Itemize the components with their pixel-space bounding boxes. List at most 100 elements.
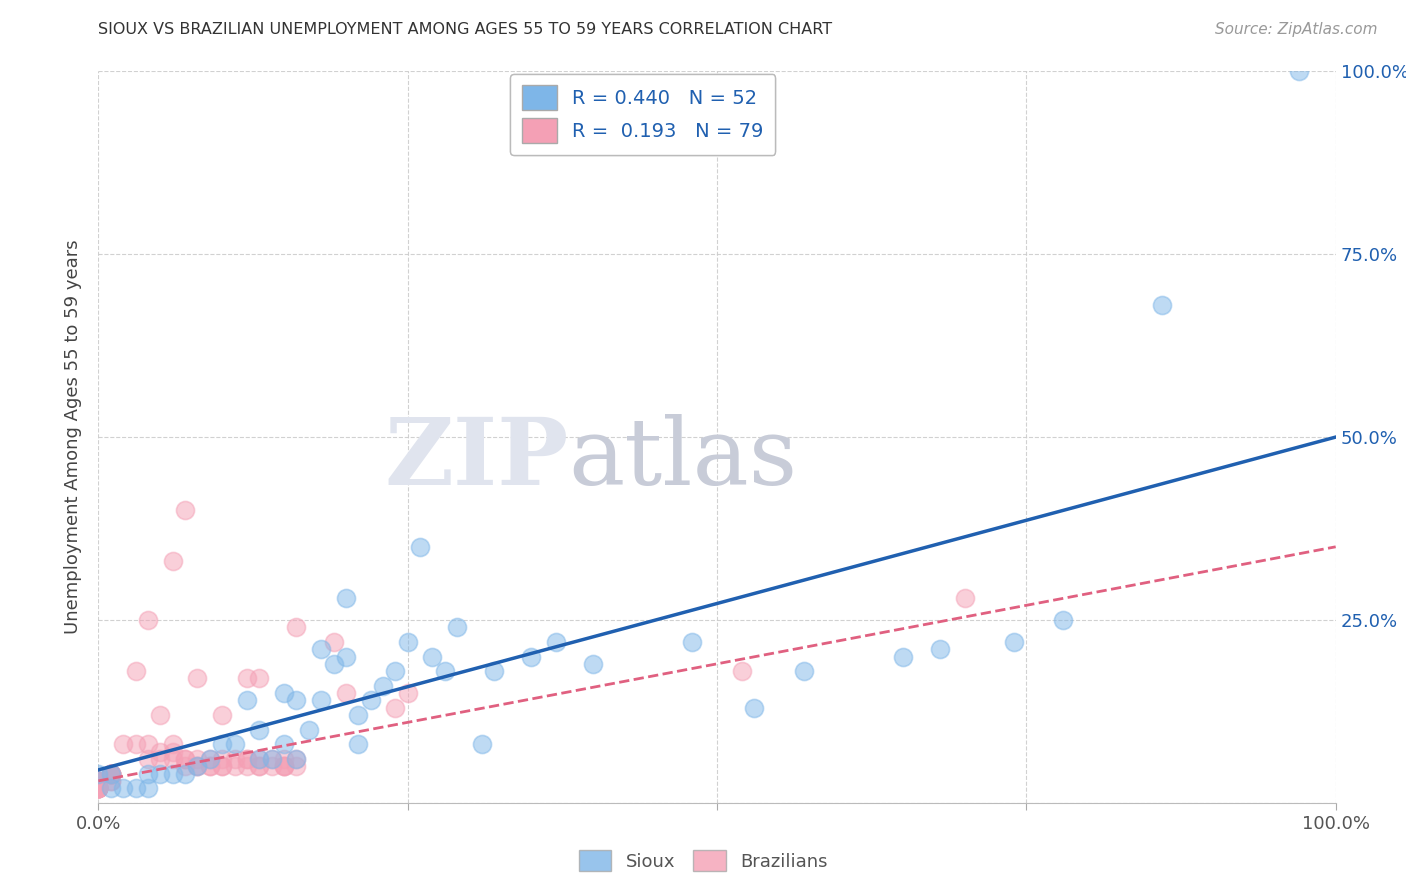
Point [247, 752, 270, 766]
Point [793, 664, 815, 678]
Point [285, 752, 308, 766]
Point [247, 759, 270, 773]
Point [236, 752, 259, 766]
Point [100, 766, 122, 780]
Point [335, 591, 357, 605]
Point [100, 766, 122, 780]
Point [384, 700, 406, 714]
Point [174, 766, 197, 780]
Text: atlas: atlas [568, 414, 797, 504]
Point [198, 752, 221, 766]
Point [124, 664, 146, 678]
Text: SIOUX VS BRAZILIAN UNEMPLOYMENT AMONG AGES 55 TO 59 YEARS CORRELATION CHART: SIOUX VS BRAZILIAN UNEMPLOYMENT AMONG AG… [98, 22, 832, 37]
Point [247, 672, 270, 686]
Point [347, 708, 370, 723]
Point [422, 649, 444, 664]
Legend: R = 0.440   N = 52, R =  0.193   N = 79: R = 0.440 N = 52, R = 0.193 N = 79 [510, 74, 776, 155]
Point [186, 672, 208, 686]
Point [198, 759, 221, 773]
Point [1002, 635, 1025, 649]
Point [149, 752, 172, 766]
Point [471, 737, 494, 751]
Point [273, 752, 295, 766]
Point [224, 737, 246, 751]
Point [112, 737, 135, 751]
Point [224, 752, 246, 766]
Legend: Sioux, Brazilians: Sioux, Brazilians [571, 843, 835, 879]
Point [100, 781, 122, 796]
Point [162, 752, 184, 766]
Point [87, 773, 110, 788]
Point [236, 672, 259, 686]
Point [100, 766, 122, 780]
Point [87, 781, 110, 796]
Point [174, 752, 197, 766]
Point [409, 540, 432, 554]
Point [162, 737, 184, 751]
Point [87, 773, 110, 788]
Point [211, 759, 233, 773]
Point [198, 752, 221, 766]
Point [149, 745, 172, 759]
Point [260, 759, 283, 773]
Point [186, 752, 208, 766]
Point [260, 752, 283, 766]
Point [136, 752, 159, 766]
Point [1288, 64, 1310, 78]
Text: ZIP: ZIP [384, 414, 568, 504]
Point [174, 759, 197, 773]
Point [546, 635, 568, 649]
Point [236, 759, 259, 773]
Point [273, 759, 295, 773]
Point [174, 503, 197, 517]
Point [198, 759, 221, 773]
Point [742, 700, 765, 714]
Point [1152, 298, 1174, 312]
Point [731, 664, 754, 678]
Point [928, 642, 950, 657]
Point [347, 737, 370, 751]
Point [112, 781, 135, 796]
Point [247, 752, 270, 766]
Point [484, 664, 506, 678]
Point [322, 635, 344, 649]
Point [87, 773, 110, 788]
Point [211, 752, 233, 766]
Text: Source: ZipAtlas.com: Source: ZipAtlas.com [1215, 22, 1378, 37]
Point [87, 781, 110, 796]
Point [100, 773, 122, 788]
Point [136, 781, 159, 796]
Point [100, 766, 122, 780]
Point [87, 781, 110, 796]
Point [681, 635, 703, 649]
Point [360, 693, 382, 707]
Point [322, 657, 344, 671]
Point [87, 781, 110, 796]
Point [136, 766, 159, 780]
Point [273, 759, 295, 773]
Point [211, 708, 233, 723]
Point [273, 759, 295, 773]
Point [87, 781, 110, 796]
Point [396, 635, 419, 649]
Point [520, 649, 543, 664]
Point [273, 686, 295, 700]
Point [87, 766, 110, 780]
Point [446, 620, 468, 634]
Point [162, 766, 184, 780]
Point [162, 745, 184, 759]
Point [87, 773, 110, 788]
Point [100, 766, 122, 780]
Point [285, 693, 308, 707]
Point [87, 781, 110, 796]
Point [211, 737, 233, 751]
Point [186, 759, 208, 773]
Point [87, 773, 110, 788]
Point [87, 781, 110, 796]
Point [891, 649, 914, 664]
Point [87, 781, 110, 796]
Point [124, 737, 146, 751]
Point [236, 752, 259, 766]
Point [162, 554, 184, 568]
Point [953, 591, 976, 605]
